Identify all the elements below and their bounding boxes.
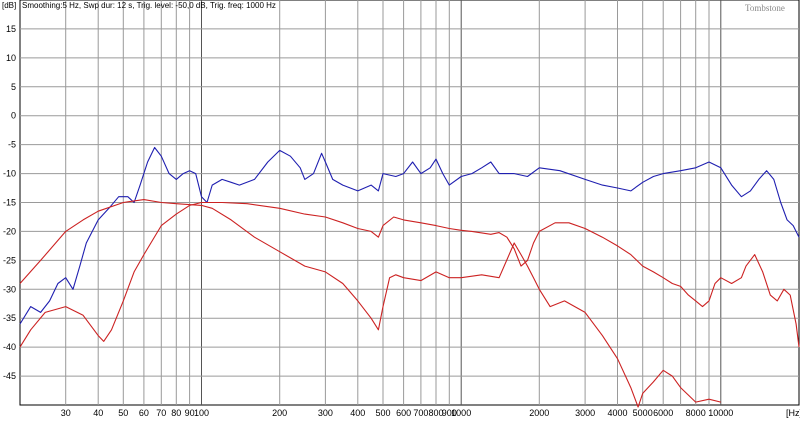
y-axis-labels: 15 10 5 0 -5 -10 -15 -20 -25 -30 -35 -40 -45 xyxy=(3,24,16,381)
y-tick-label: -45 xyxy=(3,371,16,381)
series-layer xyxy=(19,146,800,408)
x-axis-labels: 30 40 50 60 70 80 90 100 200 300 400 500 600 700 80090… xyxy=(61,408,734,418)
x-tick-label: 800 xyxy=(428,408,443,418)
x-tick-label: 700 xyxy=(413,408,428,418)
y-tick-label: -25 xyxy=(3,255,16,265)
y-unit-label: [dB] xyxy=(2,1,16,10)
x-tick-label: 60 xyxy=(139,408,149,418)
y-tick-label: 10 xyxy=(6,53,16,63)
x-tick-label: 90 xyxy=(185,408,195,418)
y-tick-label: -20 xyxy=(3,226,16,236)
series-line-1 xyxy=(19,146,800,325)
x-tick-label: 2000 xyxy=(529,408,549,418)
x-tick-label: 40 xyxy=(93,408,103,418)
x-tick-label: 30 xyxy=(61,408,71,418)
y-tick-label: 15 xyxy=(6,24,16,34)
measurement-info: Smoothing:5 Hz, Swp dur: 12 s, Trig. lev… xyxy=(22,1,276,10)
x-unit-label: [Hz] xyxy=(786,408,800,418)
y-tick-label: 5 xyxy=(11,82,16,92)
y-tick-label: -15 xyxy=(3,198,16,208)
x-tick-label: 200 xyxy=(272,408,287,418)
x-tick-label: 300 xyxy=(318,408,333,418)
x-tick-label: 5000 xyxy=(633,408,653,418)
x-tick-label: 600 xyxy=(396,408,411,418)
y-tick-label: -10 xyxy=(3,169,16,179)
series-line-2 xyxy=(19,199,721,408)
y-tick-label: 0 xyxy=(11,111,16,121)
x-tick-label: 80 xyxy=(171,408,181,418)
grid xyxy=(20,0,799,405)
y-tick-label: -40 xyxy=(3,342,16,352)
x-tick-label: 900 xyxy=(442,408,457,418)
brand-watermark: Tombstone xyxy=(745,3,785,13)
x-tick-label: 400 xyxy=(350,408,365,418)
x-tick-label: 8000 xyxy=(686,408,706,418)
x-tick-label: 50 xyxy=(118,408,128,418)
y-tick-label: -30 xyxy=(3,284,16,294)
series-line-3 xyxy=(19,201,800,348)
x-tick-label: 10000 xyxy=(708,408,733,418)
x-tick-label: 70 xyxy=(156,408,166,418)
x-tick-label: 100 xyxy=(194,408,209,418)
y-tick-label: -5 xyxy=(8,140,16,150)
x-tick-label: 1000 xyxy=(451,408,471,418)
x-tick-label: 6000 xyxy=(653,408,673,418)
y-tick-label: -35 xyxy=(3,313,16,323)
x-tick-label: 3000 xyxy=(575,408,595,418)
x-tick-label: 4000 xyxy=(607,408,627,418)
x-tick-label: 500 xyxy=(375,408,390,418)
